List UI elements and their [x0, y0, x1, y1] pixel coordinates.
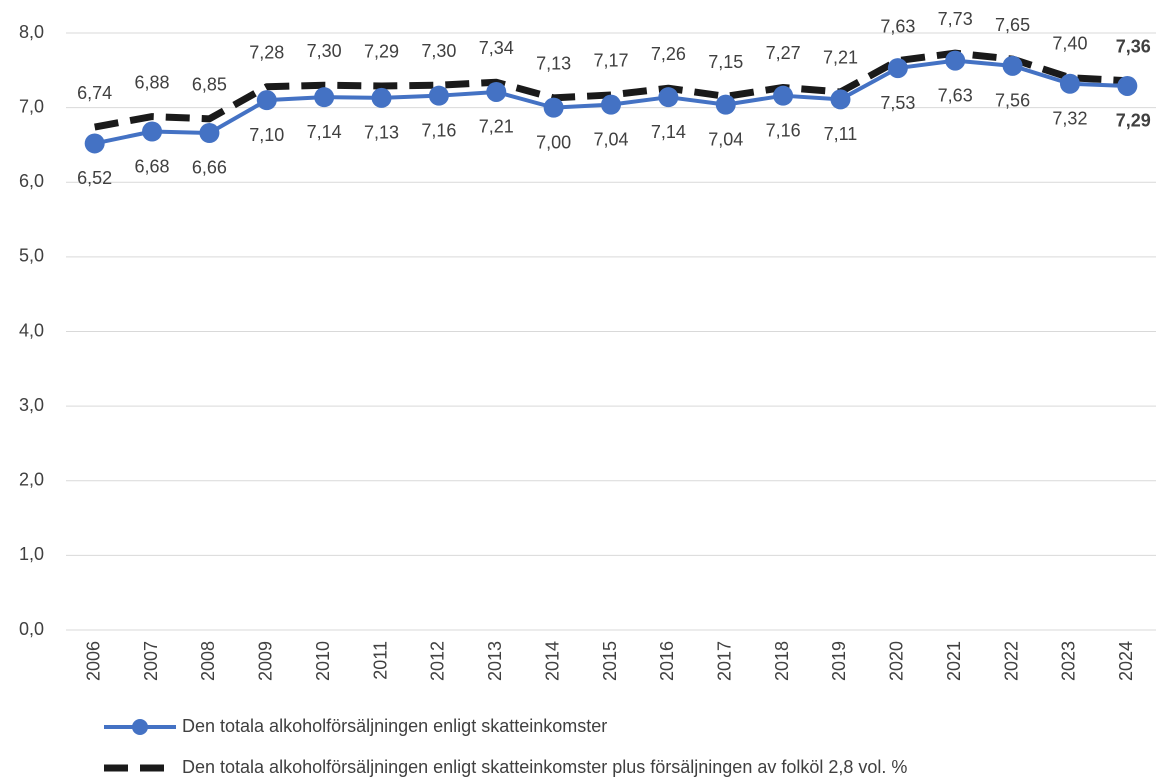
data-label: 6,85	[192, 75, 227, 95]
data-point	[830, 89, 851, 110]
data-label: 7,26	[651, 44, 686, 64]
y-tick-label: 4,0	[19, 320, 44, 340]
data-point	[256, 90, 277, 111]
data-point	[1117, 75, 1138, 96]
data-label: 7,11	[824, 124, 858, 144]
data-label: 7,32	[1052, 108, 1087, 128]
data-label: 7,27	[766, 43, 801, 63]
x-tick-label: 2007	[141, 641, 161, 681]
data-point	[601, 94, 621, 115]
x-tick-label: 2021	[944, 641, 964, 681]
data-point	[945, 50, 966, 71]
data-label: 7,63	[938, 85, 973, 105]
data-label: 7,30	[421, 41, 456, 61]
data-label: 7,13	[364, 123, 399, 143]
x-tick-label: 2018	[772, 641, 792, 681]
x-tick-label: 2017	[714, 641, 734, 681]
data-label: 7,04	[593, 129, 628, 149]
data-label: 7,14	[307, 122, 342, 142]
y-tick-label: 3,0	[19, 395, 44, 415]
y-tick-label: 5,0	[19, 246, 44, 266]
data-label: 7,21	[479, 117, 514, 137]
x-tick-label: 2023	[1059, 641, 1079, 681]
data-label: 7,28	[249, 42, 284, 62]
x-tick-label: 2024	[1116, 641, 1136, 681]
data-point	[1059, 73, 1080, 94]
y-tick-label: 8,0	[19, 22, 44, 42]
data-point	[543, 97, 564, 118]
x-tick-label: 2020	[887, 641, 907, 681]
data-label: 7,17	[593, 51, 628, 71]
data-label: 6,52	[77, 168, 112, 188]
data-point	[658, 87, 679, 108]
data-label: 7,16	[421, 120, 456, 140]
data-label: 7,53	[880, 93, 915, 113]
x-tick-label: 2022	[1001, 641, 1021, 681]
data-label: 7,14	[651, 122, 686, 142]
data-label: 7,30	[307, 41, 342, 61]
x-tick-label: 2010	[313, 641, 333, 681]
data-point	[142, 121, 163, 142]
data-label: 7,40	[1052, 34, 1087, 54]
data-point	[486, 81, 507, 102]
data-label: 7,04	[708, 129, 743, 149]
data-label: 7,16	[766, 120, 801, 140]
data-label: 7,10	[249, 125, 284, 145]
data-point	[773, 85, 794, 106]
y-tick-label: 6,0	[19, 171, 44, 191]
data-label: 6,66	[192, 158, 227, 178]
data-label: 7,29	[364, 42, 399, 62]
legend-label: Den totala alkoholförsäljningen enligt s…	[182, 716, 607, 736]
data-point	[428, 85, 449, 106]
data-point	[199, 122, 220, 143]
legend-marker	[132, 719, 148, 735]
data-label: 7,65	[995, 15, 1030, 35]
data-point	[887, 58, 908, 79]
x-tick-label: 2015	[600, 641, 620, 681]
y-tick-label: 7,0	[19, 96, 44, 116]
data-label: 7,15	[708, 52, 743, 72]
y-tick-label: 1,0	[19, 544, 44, 564]
x-tick-label: 2009	[256, 641, 276, 681]
x-tick-label: 2008	[198, 641, 218, 681]
data-label: 7,00	[536, 132, 571, 152]
x-tick-label: 2013	[485, 641, 505, 681]
data-label: 6,74	[77, 83, 112, 103]
x-tick-label: 2016	[657, 641, 677, 681]
data-label: 7,63	[880, 16, 915, 36]
data-point	[715, 94, 736, 115]
data-label: 7,34	[479, 38, 514, 58]
data-label: 6,88	[135, 72, 170, 92]
data-label: 7,29	[1116, 111, 1151, 131]
data-point	[1002, 55, 1023, 76]
data-label: 7,56	[995, 91, 1030, 111]
x-tick-label: 2019	[829, 641, 849, 681]
y-tick-label: 0,0	[19, 619, 44, 639]
data-label: 7,13	[536, 54, 571, 74]
data-point	[371, 87, 392, 108]
data-label: 7,36	[1116, 37, 1151, 57]
x-tick-label: 2012	[428, 641, 448, 681]
data-point	[314, 87, 335, 108]
x-tick-label: 2011	[370, 641, 390, 680]
data-point	[84, 133, 105, 154]
data-label: 7,21	[823, 48, 858, 68]
data-label: 6,68	[135, 156, 170, 176]
x-tick-label: 2006	[83, 641, 103, 681]
legend-label: Den totala alkoholförsäljningen enligt s…	[182, 757, 907, 777]
x-tick-label: 2014	[542, 641, 562, 681]
y-tick-label: 2,0	[19, 470, 44, 490]
data-label: 7,73	[938, 9, 973, 29]
